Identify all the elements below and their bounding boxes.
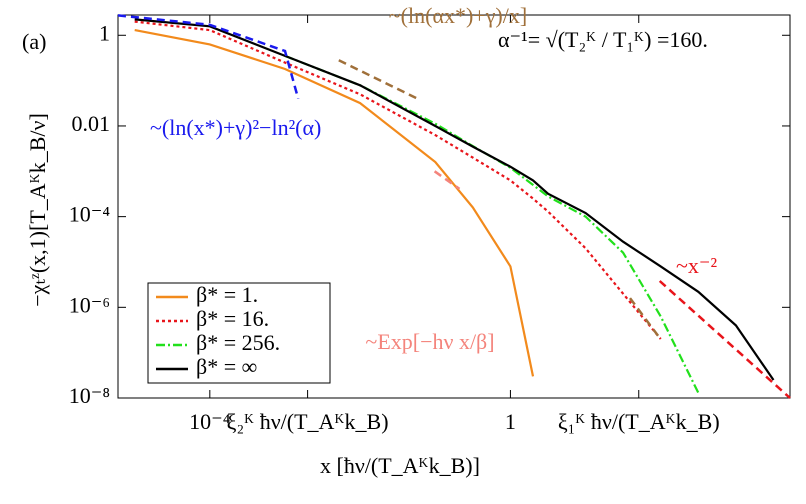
series-line	[284, 54, 700, 394]
asymptote	[628, 297, 661, 339]
panel-label: (a)	[22, 29, 46, 54]
annotation-text: ~x⁻²	[676, 253, 718, 278]
formula: α⁻¹= √(T₂ᴷ / T₁ᴷ) =160.	[498, 27, 708, 52]
annotation-text: ~(ln(αx*)+γ)/x]	[389, 3, 527, 28]
legend-label: β* = 256.	[196, 330, 280, 355]
y-tick-label: 10⁻⁸	[69, 383, 110, 408]
asymptote	[117, 14, 300, 100]
series-line	[134, 29, 535, 377]
x-tick-label: ξ₁ᴷ ħν/(T_Aᴷk_B)	[558, 409, 720, 434]
annotation-text: ~(ln(x*)+γ)²−ln²(α)	[150, 115, 321, 140]
y-tick-label: 0.01	[72, 111, 111, 136]
asymptote	[338, 59, 421, 101]
x-tick-label: ξ₂ᴷ ħν/(T_Aᴷk_B)	[227, 409, 389, 434]
x-tick-label: 10⁻⁴	[189, 409, 231, 434]
legend-label: β* = 1.	[196, 282, 258, 307]
legend-label: β* = ∞	[196, 354, 257, 379]
series-line	[134, 20, 662, 340]
annotation-text: ~Exp[−hν x/β]	[365, 329, 494, 354]
y-axis-label: −χₜᶻ(x,1)[T_Aᴷk_B/ν]	[25, 113, 50, 307]
x-axis-label: x [ħν/(T_Aᴷk_B)]	[320, 453, 480, 478]
x-tick-label: 1	[505, 409, 516, 434]
asymptote	[433, 170, 461, 190]
legend: β* = 1.β* = 16.β* = 256.β* = ∞	[147, 282, 331, 384]
y-tick-label: 1	[99, 20, 110, 45]
legend-label: β* = 16.	[196, 306, 269, 331]
series-line	[134, 18, 775, 381]
legend-box	[147, 282, 331, 384]
y-tick-label: 10⁻⁶	[69, 292, 110, 317]
plot-frame	[117, 14, 791, 399]
asymptote	[658, 280, 791, 399]
y-tick-label: 10⁻⁴	[69, 202, 111, 227]
